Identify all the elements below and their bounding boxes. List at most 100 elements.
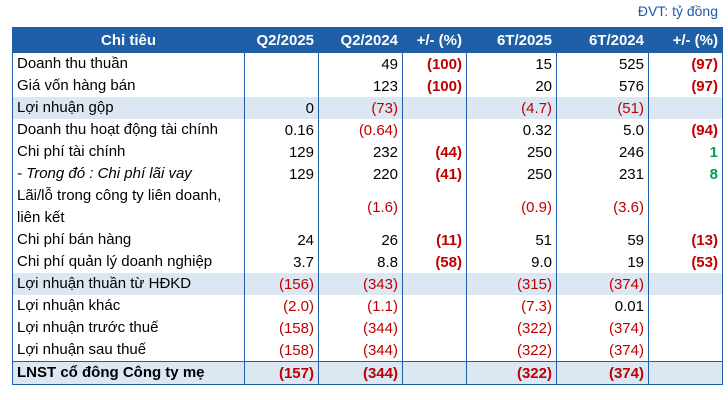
table-row: Giá vốn hàng bán 123 (100) 20 576 (97) bbox=[12, 75, 723, 97]
cell-h1-2025: (322) bbox=[466, 317, 557, 339]
cell-q2-2024: (344) bbox=[318, 361, 403, 385]
cell-q2-2025: 24 bbox=[244, 229, 319, 251]
cell-h1-2024: 59 bbox=[556, 229, 649, 251]
cell-q-change bbox=[402, 295, 467, 317]
cell-h1-2024: 5.0 bbox=[556, 119, 649, 141]
row-label: - Trong đó : Chi phí lãi vay bbox=[12, 163, 245, 185]
cell-h-change bbox=[648, 361, 723, 385]
unit-note: ĐVT: tỷ đồng bbox=[637, 3, 718, 19]
table-row-total: LNST cổ đông Công ty mẹ (157) (344) (322… bbox=[12, 361, 723, 385]
cell-h1-2024: 0.01 bbox=[556, 295, 649, 317]
cell-h-change bbox=[648, 317, 723, 339]
col-header-q2-2025: Q2/2025 bbox=[244, 27, 319, 53]
cell-q2-2024: (1.1) bbox=[318, 295, 403, 317]
cell-q-change: (41) bbox=[402, 163, 467, 185]
cell-q2-2024: 26 bbox=[318, 229, 403, 251]
cell-q2-2024: 220 bbox=[318, 163, 403, 185]
cell-h-change: 8 bbox=[648, 163, 723, 185]
cell-q-change: (44) bbox=[402, 141, 467, 163]
cell-q2-2024: 232 bbox=[318, 141, 403, 163]
row-label: Doanh thu thuần bbox=[12, 52, 245, 75]
cell-h-change: (97) bbox=[648, 52, 723, 75]
cell-q2-2025: (158) bbox=[244, 339, 319, 362]
row-label: Lợi nhuận khác bbox=[12, 295, 245, 317]
table-row: Lợi nhuận sau thuế (158) (344) (322) (37… bbox=[12, 339, 723, 362]
cell-q-change: (11) bbox=[402, 229, 467, 251]
cell-h1-2024: 246 bbox=[556, 141, 649, 163]
cell-q-change: (100) bbox=[402, 52, 467, 75]
cell-q-change bbox=[402, 119, 467, 141]
cell-q2-2025: 129 bbox=[244, 141, 319, 163]
cell-h-change bbox=[648, 273, 723, 295]
col-header-q-change: +/- (%) bbox=[402, 27, 467, 53]
header-row: Chỉ tiêu Q2/2025 Q2/2024 +/- (%) 6T/2025… bbox=[12, 27, 723, 53]
cell-q-change bbox=[402, 361, 467, 385]
cell-q2-2025 bbox=[244, 52, 319, 75]
financial-table: Chỉ tiêu Q2/2025 Q2/2024 +/- (%) 6T/2025… bbox=[12, 27, 723, 385]
cell-h-change: (53) bbox=[648, 251, 723, 273]
col-header-q2-2024: Q2/2024 bbox=[318, 27, 403, 53]
cell-q-change bbox=[402, 97, 467, 119]
row-label: Chi phí quản lý doanh nghiệp bbox=[12, 251, 245, 273]
cell-q2-2024: (1.6) bbox=[318, 185, 403, 229]
cell-q2-2025: 3.7 bbox=[244, 251, 319, 273]
col-header-indicator: Chỉ tiêu bbox=[12, 27, 245, 53]
cell-q2-2024: (344) bbox=[318, 339, 403, 362]
table-row: Lãi/lỗ trong công ty liên doanh, liên kế… bbox=[12, 185, 723, 229]
cell-h1-2025: 0.32 bbox=[466, 119, 557, 141]
table-row: Lợi nhuận khác (2.0) (1.1) (7.3) 0.01 bbox=[12, 295, 723, 317]
cell-q-change bbox=[402, 273, 467, 295]
cell-h1-2024: 576 bbox=[556, 75, 649, 97]
cell-h1-2025: 51 bbox=[466, 229, 557, 251]
cell-h1-2025: (0.9) bbox=[466, 185, 557, 229]
cell-q2-2025 bbox=[244, 75, 319, 97]
cell-q2-2025: 0 bbox=[244, 97, 319, 119]
row-label: Chi phí tài chính bbox=[12, 141, 245, 163]
cell-q-change: (58) bbox=[402, 251, 467, 273]
cell-h1-2025: (322) bbox=[466, 361, 557, 385]
cell-h1-2024: (374) bbox=[556, 273, 649, 295]
cell-h1-2024: 19 bbox=[556, 251, 649, 273]
cell-q2-2025: (158) bbox=[244, 317, 319, 339]
col-header-h1-2024: 6T/2024 bbox=[556, 27, 649, 53]
row-label: Lợi nhuận trước thuế bbox=[12, 317, 245, 339]
cell-q2-2025: (157) bbox=[244, 361, 319, 385]
cell-h1-2024: (374) bbox=[556, 361, 649, 385]
cell-h1-2025: 250 bbox=[466, 141, 557, 163]
cell-h1-2025: (322) bbox=[466, 339, 557, 362]
cell-h1-2025: 250 bbox=[466, 163, 557, 185]
cell-q2-2024: (73) bbox=[318, 97, 403, 119]
cell-h1-2025: 15 bbox=[466, 52, 557, 75]
cell-h-change bbox=[648, 295, 723, 317]
cell-h1-2025: (4.7) bbox=[466, 97, 557, 119]
cell-h1-2024: 231 bbox=[556, 163, 649, 185]
row-label: Lãi/lỗ trong công ty liên doanh, liên kế… bbox=[12, 185, 245, 229]
cell-q-change bbox=[402, 317, 467, 339]
cell-h-change: (94) bbox=[648, 119, 723, 141]
col-header-h1-2025: 6T/2025 bbox=[466, 27, 557, 53]
cell-q2-2024: (343) bbox=[318, 273, 403, 295]
cell-q-change: (100) bbox=[402, 75, 467, 97]
row-label: Lợi nhuận thuần từ HĐKD bbox=[12, 273, 245, 295]
table-row: Lợi nhuận gộp 0 (73) (4.7) (51) bbox=[12, 97, 723, 119]
cell-h1-2025: 9.0 bbox=[466, 251, 557, 273]
table-row: Chi phí quản lý doanh nghiệp 3.7 8.8 (58… bbox=[12, 251, 723, 273]
cell-q2-2024: 49 bbox=[318, 52, 403, 75]
cell-q2-2025 bbox=[244, 185, 319, 229]
cell-h1-2024: (374) bbox=[556, 339, 649, 362]
row-label: LNST cổ đông Công ty mẹ bbox=[12, 361, 245, 385]
cell-q-change bbox=[402, 339, 467, 362]
cell-h1-2024: (374) bbox=[556, 317, 649, 339]
cell-h-change: (97) bbox=[648, 75, 723, 97]
cell-q2-2024: 8.8 bbox=[318, 251, 403, 273]
row-label: Doanh thu hoạt động tài chính bbox=[12, 119, 245, 141]
table-row: Doanh thu thuần 49 (100) 15 525 (97) bbox=[12, 52, 723, 75]
cell-q2-2025: (2.0) bbox=[244, 295, 319, 317]
cell-h1-2025: (315) bbox=[466, 273, 557, 295]
row-label: Lợi nhuận gộp bbox=[12, 97, 245, 119]
cell-h1-2024: (3.6) bbox=[556, 185, 649, 229]
cell-h1-2025: 20 bbox=[466, 75, 557, 97]
col-header-h-change: +/- (%) bbox=[648, 27, 723, 53]
cell-h-change bbox=[648, 185, 723, 229]
cell-q2-2024: 123 bbox=[318, 75, 403, 97]
